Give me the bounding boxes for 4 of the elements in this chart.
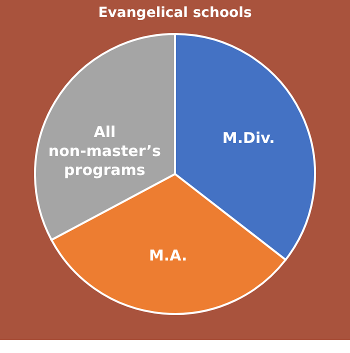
chart-title: Evangelical schools (98, 5, 252, 21)
slice-label: M.A. (148, 246, 188, 265)
slice-label: All non-master’s programs (48, 122, 162, 179)
slice-label: M.Div. (222, 128, 275, 147)
